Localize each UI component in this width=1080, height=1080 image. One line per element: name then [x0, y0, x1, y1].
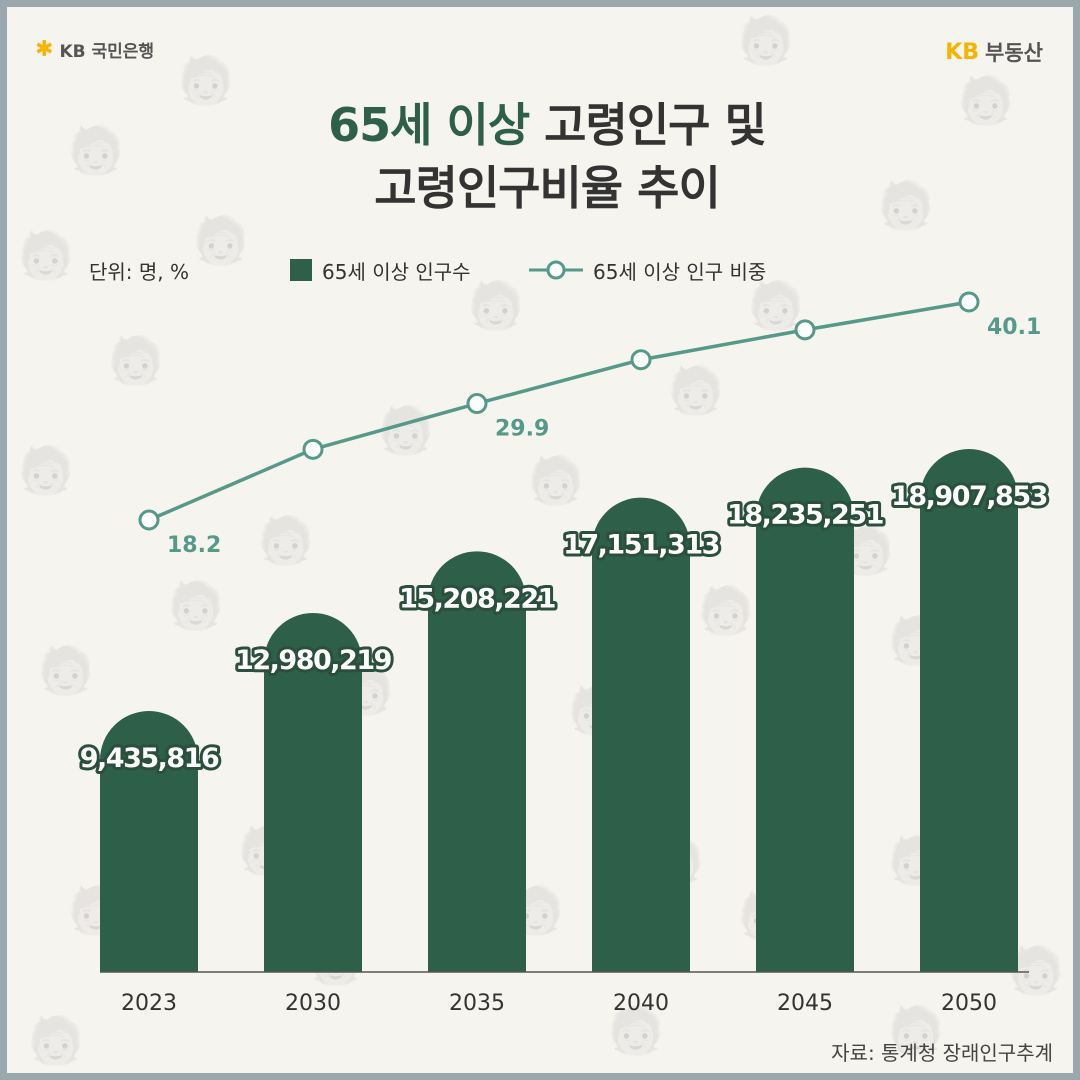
- rate-point: [138, 509, 160, 531]
- x-tick-label: 2040: [613, 991, 669, 1016]
- realestate-logo-kb: KB: [945, 39, 980, 65]
- rate-point: [794, 319, 816, 341]
- rate-label: 29.9: [495, 417, 549, 442]
- legend-line-label: 65세 이상 인구 비중: [593, 260, 767, 284]
- elderly-person-icon: 🧓: [67, 123, 125, 177]
- legend-line-icon: [529, 260, 583, 280]
- elderly-person-icon: 🧓: [747, 278, 805, 332]
- unit-label: 단위: 명, %: [89, 260, 190, 284]
- rate-label: 18.2: [167, 533, 221, 558]
- bar: [920, 449, 1018, 972]
- x-tick-label: 2023: [121, 991, 177, 1016]
- kb-realestate-logo: KB 부동산: [945, 37, 1043, 67]
- legend-bar-swatch: [290, 259, 312, 281]
- page-title-line1: 65세 이상 고령인구 및: [7, 89, 1073, 155]
- bar-value-label: 15,208,221: [399, 583, 555, 614]
- x-tick-label: 2035: [449, 991, 505, 1016]
- elderly-person-icon: 🧓: [107, 333, 165, 387]
- bar-value-label: 18,235,251: [727, 500, 883, 531]
- legend-bar-label: 65세 이상 인구수: [322, 260, 471, 284]
- bar: [756, 467, 854, 972]
- chart-canvas: 2023 2030 2035 2040 2045 2050 18.2 29.9 40.1 9,43…: [77, 291, 1051, 1016]
- bar-value-label: 17,151,313: [563, 530, 719, 561]
- rate-point: [630, 349, 652, 371]
- elderly-person-icon: 🧓: [17, 443, 75, 497]
- rate-line: [148, 300, 970, 522]
- source-note: 자료: 통계청 장래인구추계: [831, 1041, 1053, 1065]
- elderly-person-icon: 🧓: [957, 73, 1015, 127]
- elderly-person-icon: 🧓: [257, 513, 315, 567]
- star-icon: ✱: [35, 37, 54, 62]
- rate-point: [466, 393, 488, 415]
- bar: [428, 551, 526, 972]
- elderly-person-icon: 🧓: [17, 228, 75, 282]
- bar-value-label: 12,980,219: [235, 645, 392, 676]
- kb-bank-logo: ✱ KB 국민은행: [35, 37, 154, 62]
- elderly-person-icon: 🧓: [667, 363, 725, 417]
- title-rest: 고령인구 및: [529, 98, 767, 152]
- page-title-line2: 고령인구비율 추이: [374, 161, 721, 215]
- bar: [100, 711, 198, 972]
- x-tick-label: 2030: [285, 991, 341, 1016]
- title-accent: 65세 이상: [328, 98, 530, 152]
- rate-point: [302, 438, 324, 460]
- elderly-person-icon: 🧓: [527, 453, 585, 507]
- elderly-person-icon: 🧓: [607, 1003, 665, 1057]
- elderly-person-icon: 🧓: [887, 1003, 945, 1057]
- elderly-person-icon: 🧓: [877, 178, 935, 232]
- x-tick-label: 2045: [777, 991, 833, 1016]
- realestate-logo-name: 부동산: [985, 41, 1043, 65]
- rate-point: [958, 291, 980, 313]
- bar-value-label: 9,435,816: [80, 743, 219, 774]
- bar-value-label: 18,907,853: [891, 481, 1047, 512]
- elderly-person-icon: 🧓: [37, 643, 95, 697]
- bar: [264, 612, 362, 972]
- elderly-person-icon: 🧓: [177, 53, 235, 107]
- elderly-person-icon: 🧓: [167, 578, 225, 632]
- elderly-person-icon: 🧓: [697, 583, 755, 637]
- elderly-person-icon: 🧓: [467, 278, 525, 332]
- rate-label: 40.1: [987, 315, 1041, 340]
- bar: [592, 497, 690, 972]
- x-tick-label: 2050: [941, 991, 997, 1016]
- elderly-person-icon: 🧓: [737, 13, 795, 67]
- elderly-person-icon: 🧓: [192, 213, 250, 267]
- bank-logo-text: KB 국민은행: [59, 42, 155, 62]
- elderly-person-icon: 🧓: [27, 1013, 85, 1067]
